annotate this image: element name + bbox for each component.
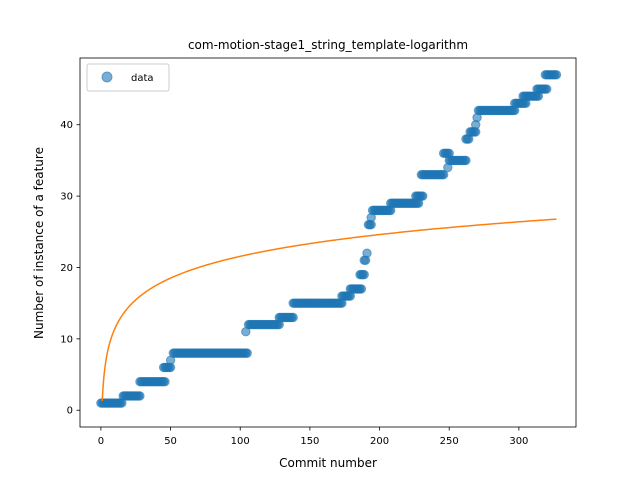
data-point: [418, 191, 428, 201]
legend: data: [86, 63, 170, 92]
plot-frame: [79, 57, 577, 428]
data-point: [242, 348, 252, 358]
fit-line: [101, 218, 557, 402]
legend-box: [86, 63, 170, 92]
data-point: [359, 269, 369, 280]
legend-marker-data: [101, 71, 113, 83]
x-tick-label: 50: [164, 436, 177, 447]
y-tick-label: 0: [67, 406, 73, 417]
legend-label-data: data: [131, 73, 154, 84]
x-tick-label: 250: [440, 436, 459, 447]
data-point: [438, 170, 449, 180]
x-tick-label: 0: [98, 436, 104, 447]
y-tick-label: 10: [60, 334, 73, 345]
x-axis-label: Commit number: [279, 456, 377, 470]
data-point: [356, 284, 367, 294]
data-point: [362, 248, 372, 258]
y-tick-label: 20: [60, 263, 73, 274]
x-tick-label: 150: [300, 436, 319, 447]
data-point: [135, 391, 145, 401]
chart-title: com-motion-stage1_string_template-logari…: [188, 38, 468, 52]
data-point: [461, 155, 471, 166]
data-point: [542, 84, 552, 94]
x-tick-label: 100: [231, 436, 250, 447]
data-point: [288, 312, 298, 323]
y-axis-label: Number of instance of a feature: [32, 147, 46, 339]
data-point: [551, 70, 562, 80]
y-tick-label: 40: [60, 120, 73, 131]
x-tick-label: 300: [509, 436, 528, 447]
plot-area: 0 50 100 150 200 250 300 0 10 20 30 40: [60, 57, 577, 447]
y-tick-label: 30: [60, 192, 73, 203]
x-tick-label: 200: [370, 436, 389, 447]
data-point: [160, 376, 170, 387]
